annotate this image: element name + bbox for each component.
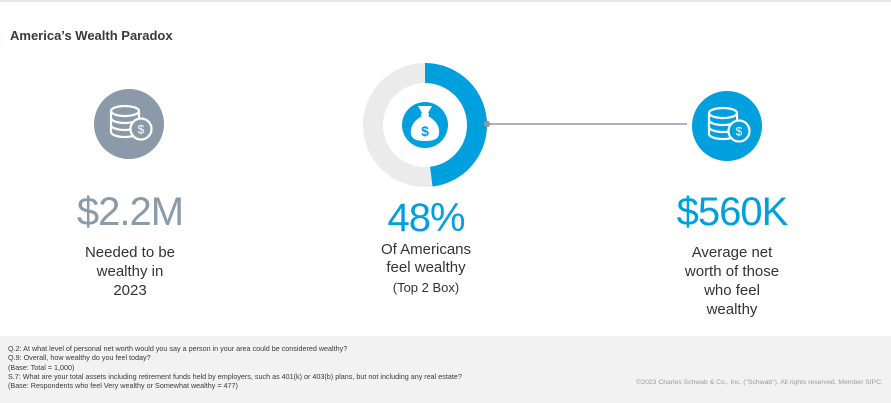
stat-1-label-line: 2023 bbox=[113, 282, 147, 299]
percent-donut: $ bbox=[363, 63, 487, 187]
stat-3-label-line: worth of those bbox=[684, 263, 780, 280]
connector-dot bbox=[483, 120, 491, 128]
stat-3-value: $560K bbox=[676, 190, 789, 234]
stat-2-label-line: Of Americans bbox=[380, 241, 472, 258]
stat-3-label-line: Average net bbox=[691, 244, 773, 261]
connector-line bbox=[483, 120, 687, 128]
stat-2-sublabel: (Top 2 Box) bbox=[392, 280, 460, 295]
copyright-notice: ©2023 Charles Schwab & Co., Inc. ("Schwa… bbox=[636, 379, 883, 386]
top-divider bbox=[0, 0, 891, 2]
stat-3-label-line: who feel bbox=[704, 282, 760, 299]
money-bag-icon bbox=[410, 106, 440, 141]
stat-1-value: $2.2M bbox=[76, 190, 184, 234]
footnote-line: S.7: What are your total assets includin… bbox=[8, 371, 462, 381]
stat-2-label-line: feel wealthy bbox=[386, 259, 466, 276]
stat-1-icon-circle: $ bbox=[94, 89, 164, 159]
stat-3-icon-circle: $ bbox=[692, 91, 762, 161]
footnote-line: (Base: Respondents who feel Very wealthy… bbox=[8, 381, 238, 391]
money-bag-dollar-sign: $ bbox=[421, 123, 429, 139]
donut-arc bbox=[363, 63, 487, 187]
svg-text:$: $ bbox=[138, 123, 145, 137]
footnotes: Q.2: At what level of personal net worth… bbox=[8, 344, 462, 390]
stat-3-label: Average net worth of those who feel weal… bbox=[642, 243, 822, 319]
svg-text:$: $ bbox=[736, 125, 743, 139]
footnote-line: (Base: Total = 1,000) bbox=[8, 362, 75, 372]
stat-2-value: 48% bbox=[387, 196, 465, 240]
footer: Q.2: At what level of personal net worth… bbox=[0, 336, 891, 403]
coin-stack-dollar-icon: $ bbox=[707, 106, 751, 143]
footnote-line: Q.2: At what level of personal net worth… bbox=[8, 344, 348, 353]
page-title: America’s Wealth Paradox bbox=[10, 28, 173, 43]
stat-1-label-line: wealthy in bbox=[96, 263, 164, 280]
stat-2-label: Of Americans feel wealthy (Top 2 Box) bbox=[336, 241, 516, 297]
coin-stack-dollar-icon: $ bbox=[109, 104, 153, 141]
stat-3-label-line: wealthy bbox=[706, 301, 758, 318]
footnote-line: Q.9: Overall, how wealthy do you feel to… bbox=[8, 353, 151, 363]
stat-1-label-line: Needed to be bbox=[84, 244, 176, 261]
stat-1-label: Needed to be wealthy in 2023 bbox=[40, 243, 220, 300]
